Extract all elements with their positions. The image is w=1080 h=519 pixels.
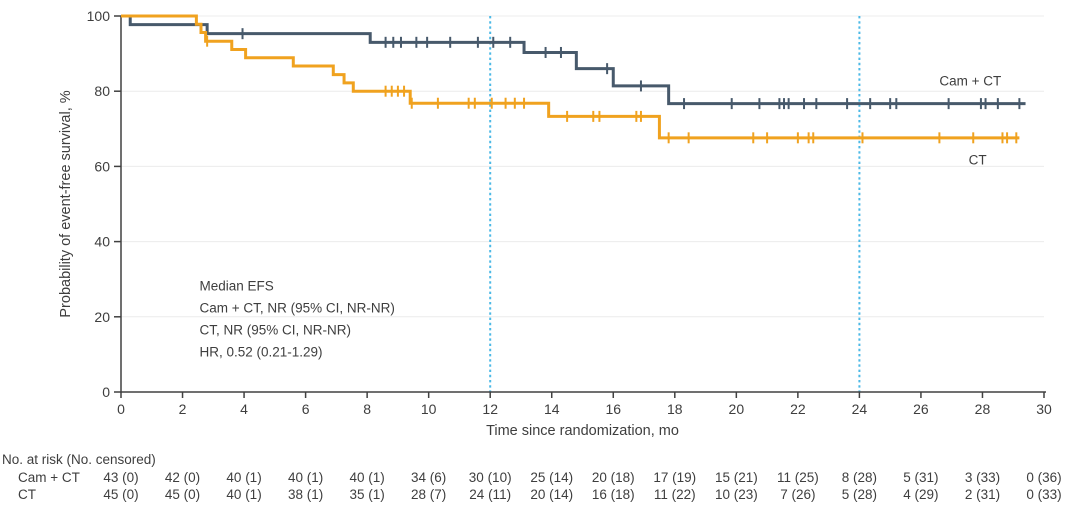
risk-value: 28 (7) [411, 487, 447, 502]
annotation-line-3: CT, NR (95% CI, NR-NR) [199, 322, 351, 337]
x-tick-label-14: 14 [544, 401, 560, 417]
risk-value: 35 (1) [349, 487, 385, 502]
risk-value: 34 (6) [411, 470, 447, 485]
risk-row-label: CT [18, 487, 36, 502]
risk-value: 11 (25) [776, 470, 819, 485]
risk-value: 40 (1) [226, 470, 262, 485]
y-tick-label-100: 100 [87, 8, 111, 24]
x-tick-label-2: 2 [179, 401, 187, 417]
risk-value: 42 (0) [164, 470, 201, 485]
risk-value: 45 (0) [164, 487, 201, 502]
risk-value: 25 (14) [530, 470, 574, 485]
curve-label-ct: CT [969, 153, 987, 168]
x-tick-label-20: 20 [729, 401, 745, 417]
km-curve-cam-ct [121, 14, 1026, 106]
y-tick-label-0: 0 [102, 384, 110, 400]
risk-value: 43 (0) [103, 470, 139, 485]
x-tick-label-16: 16 [605, 401, 621, 417]
x-tick-label-24: 24 [852, 401, 868, 417]
risk-value: 5 (28) [841, 487, 878, 502]
risk-value: 20 (18) [591, 470, 635, 485]
risk-value: 45 (0) [103, 487, 139, 502]
risk-value: 4 (29) [903, 487, 939, 502]
annotation-line-4: HR, 0.52 (0.21-1.29) [199, 344, 322, 359]
risk-value: 11 (22) [653, 487, 696, 502]
risk-value: 5 (31) [903, 470, 939, 485]
x-tick-label-30: 30 [1036, 401, 1052, 417]
risk-row-cam-ct: Cam + CT 43 (0) 42 (0) 40 (1) 40 (1) 40 (1) 34… [0, 470, 1080, 486]
annotation-line-1: Median EFS [199, 278, 273, 293]
y-tick-label-40: 40 [94, 234, 110, 250]
risk-value: 16 (18) [591, 487, 635, 502]
risk-row-ct: CT 45 (0) 45 (0) 40 (1) 38 (1) 35 (1) 28 (7) 24… [0, 487, 1080, 503]
x-tick-label-8: 8 [363, 401, 371, 417]
x-tick-label-10: 10 [421, 401, 437, 417]
risk-value: 8 (28) [841, 470, 878, 485]
risk-value: 7 (26) [780, 487, 816, 502]
x-axis-title: Time since randomization, mo [486, 423, 679, 439]
risk-value: 40 (1) [226, 487, 262, 502]
x-tick-label-22: 22 [790, 401, 806, 417]
x-tick-label-6: 6 [302, 401, 310, 417]
risk-row-label: Cam + CT [18, 470, 80, 485]
risk-value: 2 (31) [964, 487, 1001, 502]
x-tick-label-12: 12 [482, 401, 498, 417]
risk-value: 3 (33) [964, 470, 1001, 485]
x-tick-label-4: 4 [240, 401, 248, 417]
x-tick-label-26: 26 [913, 401, 929, 417]
x-tick-label-28: 28 [975, 401, 991, 417]
risk-table-title: No. at risk (No. censored) [2, 452, 156, 467]
risk-value: 40 (1) [287, 470, 324, 485]
y-tick-label-80: 80 [94, 83, 110, 99]
y-axis-title: Probability of event-free survival, % [58, 90, 74, 317]
annotation-line-2: Cam + CT, NR (95% CI, NR-NR) [199, 300, 394, 315]
risk-value: 30 (10) [468, 470, 512, 485]
x-tick-label-0: 0 [117, 401, 125, 417]
risk-value: 0 (33) [1026, 487, 1062, 502]
km-curve-ct [121, 14, 1020, 140]
risk-value: 0 (36) [1026, 470, 1062, 485]
risk-value: 20 (14) [530, 487, 574, 502]
x-tick-label-18: 18 [667, 401, 683, 417]
y-tick-label-20: 20 [94, 309, 110, 325]
risk-value: 10 (23) [714, 487, 758, 502]
risk-value: 24 (11) [469, 487, 512, 502]
curve-label-cam-ct: Cam + CT [939, 74, 1001, 89]
risk-value: 17 (19) [653, 470, 697, 485]
risk-value: 40 (1) [349, 470, 385, 485]
risk-value: 15 (21) [714, 470, 758, 485]
y-tick-label-60: 60 [94, 158, 110, 174]
risk-value: 38 (1) [287, 487, 324, 502]
